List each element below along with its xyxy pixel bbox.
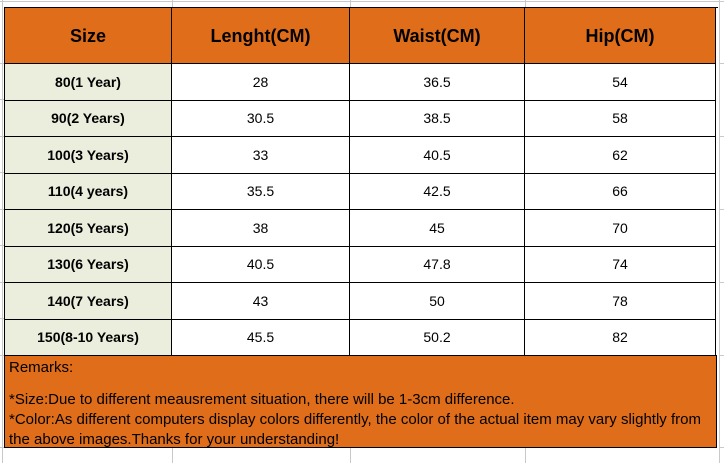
hip-cell: 54 xyxy=(525,64,716,101)
remarks-section: Remarks: *Size:Due to different meausrem… xyxy=(4,355,717,448)
spreadsheet-gridline xyxy=(719,447,724,448)
spreadsheet-gridline xyxy=(0,447,4,448)
spreadsheet-gridline xyxy=(0,209,4,210)
table-row: 120(5 Years) 38 45 70 xyxy=(5,210,718,247)
waist-cell: 50 xyxy=(350,283,525,320)
size-cell: 150(8-10 Years) xyxy=(5,319,172,356)
column-header-hip: Hip(CM) xyxy=(525,8,716,64)
table-row: 130(6 Years) 40.5 47.8 74 xyxy=(5,246,718,283)
spreadsheet-gridline xyxy=(525,448,526,463)
hip-cell: 58 xyxy=(525,100,716,137)
table-row: 80(1 Year) 28 36.5 54 xyxy=(5,64,718,101)
waist-cell: 40.5 xyxy=(350,137,525,174)
size-cell: 90(2 Years) xyxy=(5,100,172,137)
remarks-title: Remarks: xyxy=(9,359,74,376)
hip-cell: 82 xyxy=(525,319,716,356)
spreadsheet-gridline xyxy=(0,355,4,356)
spreadsheet-gridline xyxy=(0,318,4,319)
spreadsheet-gridline xyxy=(2,0,3,463)
spreadsheet-gridline xyxy=(719,209,724,210)
size-cell: 100(3 Years) xyxy=(5,137,172,174)
spreadsheet-gridline xyxy=(719,63,724,64)
table-row: 150(8-10 Years) 45.5 50.2 82 xyxy=(5,319,718,356)
length-cell: 43 xyxy=(172,283,350,320)
spreadsheet-gridline xyxy=(350,448,351,463)
spreadsheet-gridline xyxy=(0,245,4,246)
table-row: 110(4 years) 35.5 42.5 66 xyxy=(5,173,718,210)
size-cell: 120(5 Years) xyxy=(5,210,172,247)
remarks-size-note: *Size:Due to different meausrement situa… xyxy=(9,391,515,408)
length-cell: 28 xyxy=(172,64,350,101)
spreadsheet-gridline xyxy=(0,99,4,100)
size-cell: 80(1 Year) xyxy=(5,64,172,101)
table-row: 90(2 Years) 30.5 38.5 58 xyxy=(5,100,718,137)
spreadsheet-gridline xyxy=(0,136,4,137)
waist-cell: 45 xyxy=(350,210,525,247)
length-cell: 35.5 xyxy=(172,173,350,210)
hip-cell: 66 xyxy=(525,173,716,210)
spreadsheet-gridline xyxy=(0,1,724,2)
column-header-waist: Waist(CM) xyxy=(350,8,525,64)
length-cell: 33 xyxy=(172,137,350,174)
table-row: 100(3 Years) 33 40.5 62 xyxy=(5,137,718,174)
spreadsheet-gridline xyxy=(525,0,526,7)
size-cell: 110(4 years) xyxy=(5,173,172,210)
length-cell: 45.5 xyxy=(172,319,350,356)
length-cell: 30.5 xyxy=(172,100,350,137)
spreadsheet-gridline xyxy=(0,282,4,283)
table-body: 80(1 Year) 28 36.5 54 90(2 Years) 30.5 3… xyxy=(5,64,718,356)
spreadsheet-gridline xyxy=(719,355,724,356)
remarks-spacer xyxy=(9,378,712,390)
spreadsheet-gridline xyxy=(0,63,4,64)
size-cell: 130(6 Years) xyxy=(5,246,172,283)
length-cell: 38 xyxy=(172,210,350,247)
hip-cell: 62 xyxy=(525,137,716,174)
column-header-size: Size xyxy=(5,8,172,64)
spreadsheet-gridline xyxy=(719,136,724,137)
waist-cell: 50.2 xyxy=(350,319,525,356)
spreadsheet-gridline xyxy=(719,0,720,463)
hip-cell: 78 xyxy=(525,283,716,320)
length-cell: 40.5 xyxy=(172,246,350,283)
waist-cell: 47.8 xyxy=(350,246,525,283)
size-chart-table: Size Lenght(CM) Waist(CM) Hip(CM) 80(1 Y… xyxy=(4,7,718,356)
spreadsheet-gridline xyxy=(172,448,173,463)
hip-cell: 74 xyxy=(525,246,716,283)
remarks-color-note: *Color:As different computers display co… xyxy=(9,411,701,448)
table-header-row: Size Lenght(CM) Waist(CM) Hip(CM) xyxy=(5,8,718,64)
waist-cell: 36.5 xyxy=(350,64,525,101)
column-header-length: Lenght(CM) xyxy=(172,8,350,64)
hip-cell: 70 xyxy=(525,210,716,247)
waist-cell: 38.5 xyxy=(350,100,525,137)
table-row: 140(7 Years) 43 50 78 xyxy=(5,283,718,320)
size-cell: 140(7 Years) xyxy=(5,283,172,320)
spreadsheet-gridline xyxy=(0,172,4,173)
spreadsheet-gridline xyxy=(350,0,351,7)
spreadsheet-gridline xyxy=(719,282,724,283)
spreadsheet-gridline xyxy=(172,0,173,7)
waist-cell: 42.5 xyxy=(350,173,525,210)
